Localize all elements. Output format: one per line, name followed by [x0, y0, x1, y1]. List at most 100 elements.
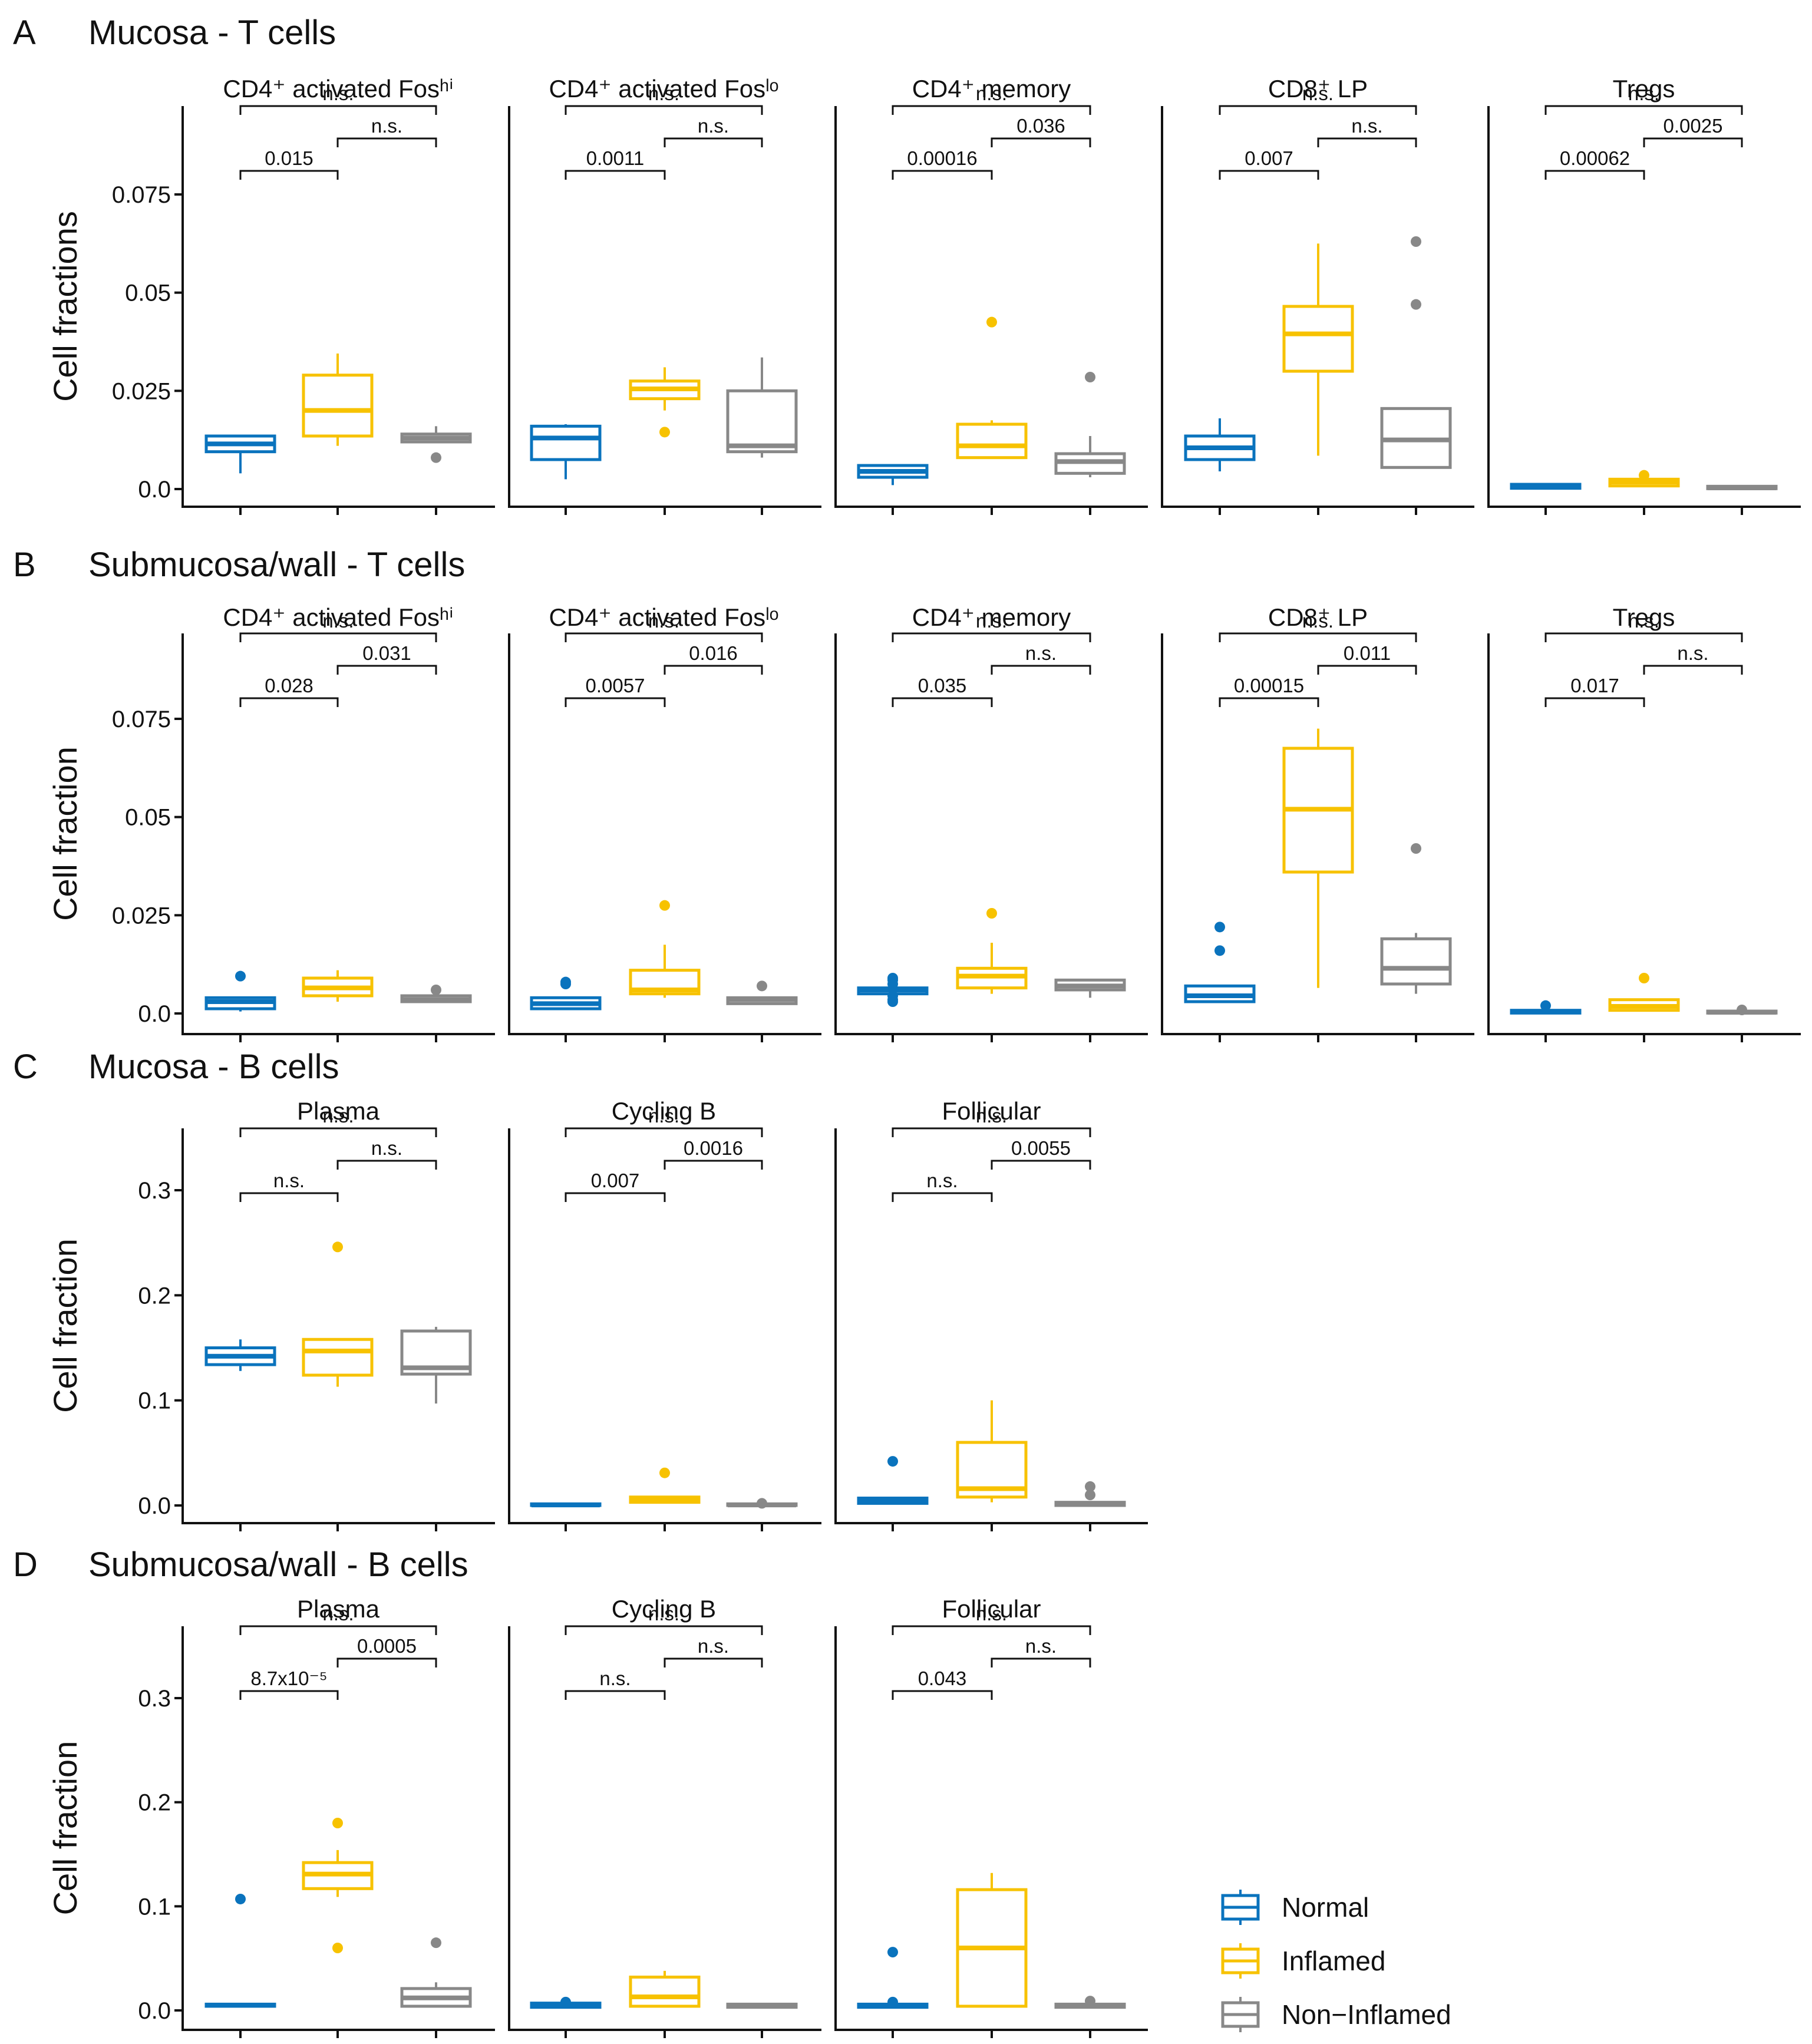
box-iqr: [1282, 305, 1354, 373]
p-value-label: n.s.: [371, 1137, 402, 1159]
box-iqr: [530, 424, 602, 461]
box-normal: [857, 973, 929, 1007]
panel-d: D Submucosa/wall - B cells Cell fraction 0.…: [13, 1546, 1148, 2038]
facet-title: Tregs: [1613, 603, 1675, 631]
p-value-label: n.s.: [599, 1667, 631, 1689]
legend-label: Non−Inflamed: [1282, 1999, 1451, 2030]
p-value-label: 0.028: [265, 675, 313, 696]
facet-title: CD4⁺ memory: [912, 603, 1071, 631]
box-normal: [530, 976, 602, 1011]
p-value-label: 0.031: [362, 642, 411, 664]
significance-bracket: [239, 1690, 339, 1700]
y-tick-label: 0.075: [112, 706, 171, 732]
box-noninflamed: [1054, 1481, 1126, 1507]
significance-bracket: [336, 1657, 437, 1667]
panel-title: Mucosa - T cells: [88, 14, 336, 52]
significance-bracket: [892, 1690, 993, 1700]
outlier-point: [887, 1996, 898, 2007]
box-noninflamed: [400, 1326, 472, 1404]
legend-label: Normal: [1282, 1892, 1369, 1923]
significance-bracket: [892, 1192, 993, 1202]
box-noninflamed: [1054, 1996, 1126, 2009]
facet-title: CD8⁺ LP: [1268, 603, 1368, 631]
significance-bracket: [892, 1127, 1091, 1137]
facet: 0.0 0.025 0.05 0.075 CD4⁺ activated Fosʰⁱ 0.0…: [112, 603, 495, 1042]
significance-bracket: [1643, 137, 1743, 147]
significance-bracket: [565, 697, 666, 707]
p-value-label: 0.007: [1245, 147, 1293, 169]
panel-title: Submucosa/wall - T cells: [88, 546, 465, 584]
p-value-label: n.s.: [1677, 642, 1708, 664]
significance-bracket: [336, 137, 437, 147]
significance-bracket: [1544, 697, 1645, 707]
box-inflamed: [956, 1400, 1028, 1503]
significance-bracket: [239, 170, 339, 180]
outlier-point: [431, 452, 441, 463]
facet-title: Cycling B: [612, 1097, 716, 1125]
y-tick-label: 0.2: [138, 1283, 171, 1309]
box-inflamed: [302, 1241, 374, 1387]
facet: Cycling Bn.s.n.s.n.s.: [508, 1595, 821, 2038]
box-noninflamed: [400, 1937, 472, 2008]
facet: CD4⁺ activated Fosˡᵒ 0.0057 0.016 n.s.: [508, 603, 821, 1042]
y-tick-label: 0.1: [138, 1894, 171, 1920]
p-value-label: 0.035: [918, 675, 967, 696]
y-axis-label: Cell fractions: [47, 211, 84, 402]
facet-title: CD4⁺ activated Fosʰⁱ: [223, 603, 453, 631]
facet-title: Cycling B: [612, 1595, 716, 1623]
facet-title: CD4⁺ activated Fosʰⁱ: [223, 75, 453, 103]
p-value-label: n.s.: [1302, 82, 1334, 104]
outlier-point: [986, 316, 997, 328]
significance-bracket: [565, 170, 666, 180]
box-noninflamed: [400, 985, 472, 1003]
facet: CD4⁺ memory 0.035 n.s. n.s.: [834, 603, 1148, 1042]
box-iqr: [956, 422, 1028, 460]
p-value-label: 0.017: [1570, 675, 1619, 696]
significance-bracket: [892, 697, 993, 707]
significance-bracket: [991, 1657, 1091, 1667]
y-tick-label: 0.0: [138, 1001, 171, 1027]
box-noninflamed: [1380, 843, 1452, 994]
box-iqr: [726, 389, 798, 454]
significance-bracket: [239, 1625, 437, 1635]
y-tick-label: 0.1: [138, 1388, 171, 1414]
outlier-point: [1411, 236, 1421, 247]
panel-letter: B: [13, 546, 36, 584]
p-value-label: 0.016: [689, 642, 738, 664]
outlier-point: [560, 976, 571, 988]
outlier-point: [1540, 1000, 1551, 1011]
box-normal: [530, 1502, 602, 1508]
box-noninflamed: [726, 980, 798, 1005]
outlier-point: [560, 1996, 571, 2007]
facet-title: Follicular: [942, 1097, 1041, 1125]
box-noninflamed: [1054, 372, 1126, 477]
p-value-label: 0.0011: [586, 147, 644, 169]
box-inflamed: [1608, 973, 1680, 1012]
significance-bracket: [1544, 170, 1645, 180]
outlier-point: [986, 908, 997, 919]
p-value-label: n.s.: [1351, 115, 1382, 137]
p-value-label: n.s.: [976, 1105, 1007, 1127]
y-axis-label: Cell fraction: [47, 1239, 84, 1413]
outlier-point: [431, 1937, 441, 1949]
significance-bracket: [1219, 105, 1417, 115]
panel-letter: C: [13, 1048, 38, 1086]
box-inflamed: [1608, 470, 1680, 488]
facet: CD4⁺ activated Fosˡᵒ 0.0011 n.s. n.s.: [508, 75, 821, 515]
significance-bracket: [239, 1192, 339, 1202]
significance-bracket: [239, 632, 437, 642]
outlier-point: [887, 1456, 898, 1467]
p-value-label: 8.7x10⁻⁵: [250, 1667, 327, 1689]
box-noninflamed: [726, 2002, 798, 2009]
outlier-point: [1639, 470, 1649, 481]
outlier-point: [1411, 299, 1421, 310]
significance-bracket: [565, 1127, 763, 1137]
significance-bracket: [892, 170, 993, 180]
significance-bracket: [565, 105, 763, 115]
significance-bracket: [1544, 105, 1743, 115]
box-normal: [204, 1893, 276, 2008]
y-tick-label: 0.05: [125, 280, 171, 306]
legend-label: Inflamed: [1282, 1946, 1385, 1976]
p-value-label: 0.0016: [684, 1137, 743, 1159]
